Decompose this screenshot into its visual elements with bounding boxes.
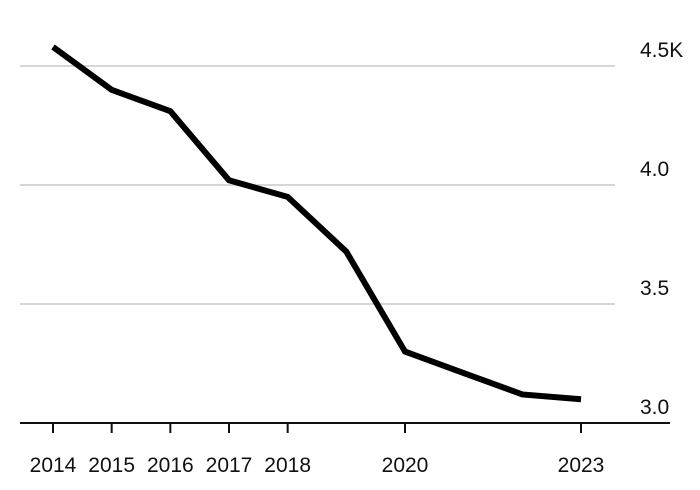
x-tick-label: 2015	[88, 454, 135, 477]
series-layer	[51, 44, 582, 403]
x-axis	[20, 422, 670, 433]
x-tick-label: 2016	[147, 454, 194, 477]
x-tick-label: 2014	[30, 454, 77, 477]
x-tick-label: 2023	[558, 454, 605, 477]
grid-lines	[20, 65, 615, 305]
y-tick-label: 3.5	[640, 277, 669, 300]
y-tick-label: 4.0	[640, 158, 669, 181]
y-tick-label: 4.5K	[640, 39, 683, 62]
y-tick-label: 3.0	[640, 396, 669, 419]
series-line	[51, 44, 582, 403]
tick-labels: 3.0 3.5 4.0 4.5K 2014 2015 2016 2017 2018 2020 202…	[30, 39, 684, 477]
x-tick-label: 2018	[264, 454, 311, 477]
x-tick-label: 2020	[382, 454, 429, 477]
x-tick-label: 2017	[206, 454, 253, 477]
